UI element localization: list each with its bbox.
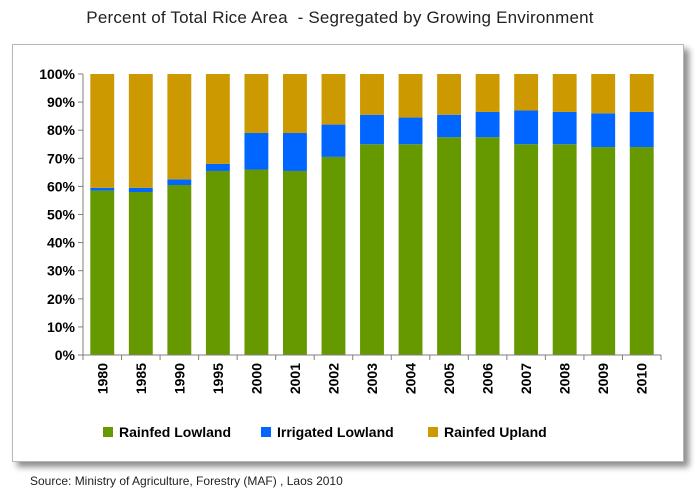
legend-swatch-rainfed-upland bbox=[428, 427, 438, 437]
bar-irrigated-lowland-1980 bbox=[90, 187, 115, 191]
y-axis: 0% 10% 20% 30% 40% 50% 60% 70% 80% 90% 100% bbox=[39, 66, 84, 363]
x-tick-label: 2006 bbox=[480, 363, 496, 394]
bar-rainfed-lowland-2008 bbox=[552, 144, 577, 355]
bar-rainfed-upland-2002 bbox=[321, 74, 346, 125]
bar-rainfed-upland-1985 bbox=[128, 74, 153, 188]
y-tick-label: 100% bbox=[39, 66, 75, 82]
bar-rainfed-upland-1995 bbox=[205, 74, 230, 164]
x-tick-label: 2007 bbox=[518, 363, 534, 394]
bar-rainfed-upland-2009 bbox=[591, 74, 616, 114]
x-tick-label: 1995 bbox=[210, 363, 226, 394]
legend-label-rainfed-lowland: Rainfed Lowland bbox=[119, 424, 231, 440]
bar-rainfed-lowland-1985 bbox=[128, 192, 153, 355]
bar-irrigated-lowland-1990 bbox=[167, 179, 192, 185]
legend-swatch-irrigated-lowland bbox=[261, 427, 271, 437]
y-tick-label: 10% bbox=[47, 319, 76, 335]
bar-irrigated-lowland-2000 bbox=[244, 133, 269, 170]
source-note: Source: Ministry of Agriculture, Forestr… bbox=[30, 474, 343, 488]
x-tick-label: 2008 bbox=[557, 363, 573, 394]
bar-rainfed-upland-2006 bbox=[475, 74, 500, 112]
x-tick-label: 2010 bbox=[634, 363, 650, 394]
legend-label-irrigated-lowland: Irrigated Lowland bbox=[277, 424, 394, 440]
x-tick-label: 2001 bbox=[287, 363, 303, 394]
bar-rainfed-lowland-2010 bbox=[629, 147, 654, 355]
x-tick-label: 2003 bbox=[364, 363, 380, 394]
bar-rainfed-lowland-2004 bbox=[398, 144, 423, 355]
bar-rainfed-lowland-2000 bbox=[244, 169, 269, 355]
bar-rainfed-lowland-2003 bbox=[360, 144, 384, 355]
chart-title: Percent of Total Rice Area - Segregated … bbox=[86, 8, 594, 27]
bar-rainfed-lowland-2001 bbox=[282, 170, 307, 355]
bar-rainfed-upland-2008 bbox=[552, 74, 577, 112]
bar-rainfed-upland-2005 bbox=[437, 74, 462, 115]
bar-rainfed-upland-1990 bbox=[167, 74, 192, 180]
x-tick-label: 2004 bbox=[403, 363, 419, 394]
bar-rainfed-lowland-2006 bbox=[475, 137, 500, 355]
bars bbox=[90, 74, 654, 355]
y-tick-label: 0% bbox=[55, 347, 76, 363]
bar-rainfed-upland-2010 bbox=[629, 74, 654, 112]
bar-irrigated-lowland-2005 bbox=[437, 114, 462, 138]
bar-irrigated-lowland-1985 bbox=[128, 187, 153, 193]
bar-rainfed-upland-2000 bbox=[244, 74, 269, 134]
y-tick-label: 30% bbox=[47, 263, 76, 279]
bar-rainfed-upland-2007 bbox=[514, 74, 539, 111]
bar-rainfed-lowland-1990 bbox=[167, 184, 192, 355]
bar-irrigated-lowland-2001 bbox=[282, 133, 307, 171]
bar-irrigated-lowland-1995 bbox=[205, 163, 230, 171]
bar-irrigated-lowland-2010 bbox=[629, 111, 654, 148]
y-tick-label: 20% bbox=[47, 291, 76, 307]
x-tick-label: 2002 bbox=[325, 363, 341, 394]
bar-rainfed-lowland-1980 bbox=[90, 190, 115, 355]
x-tick-label: 2009 bbox=[595, 363, 611, 394]
bar-irrigated-lowland-2002 bbox=[321, 124, 346, 157]
y-tick-label: 90% bbox=[47, 94, 76, 110]
bar-rainfed-lowland-2009 bbox=[591, 147, 616, 355]
bar-rainfed-lowland-2002 bbox=[321, 156, 346, 355]
x-axis: 1980 1985 1990 1995 2000 2001 2002 2003 2004 2005… bbox=[82, 354, 662, 394]
y-tick-label: 50% bbox=[47, 207, 76, 223]
x-tick-label: 1990 bbox=[171, 363, 187, 394]
bar-irrigated-lowland-2004 bbox=[398, 117, 423, 145]
x-tick-label: 2000 bbox=[248, 363, 264, 394]
bar-rainfed-lowland-2005 bbox=[437, 137, 462, 355]
x-tick-label: 1985 bbox=[133, 363, 149, 394]
y-tick-label: 40% bbox=[47, 235, 76, 251]
legend-label-rainfed-upland: Rainfed Upland bbox=[444, 424, 547, 440]
legend-swatch-rainfed-lowland bbox=[103, 427, 113, 437]
bar-irrigated-lowland-2003 bbox=[360, 114, 384, 145]
bar-rainfed-lowland-2007 bbox=[514, 144, 539, 355]
bar-rainfed-upland-2001 bbox=[282, 74, 307, 134]
bar-irrigated-lowland-2009 bbox=[591, 113, 616, 148]
chart-frame: 0% 10% 20% 30% 40% 50% 60% 70% 80% 90% 100% 1980 19… bbox=[12, 44, 684, 462]
bar-rainfed-upland-2003 bbox=[360, 74, 384, 115]
y-tick-label: 70% bbox=[47, 150, 76, 166]
y-tick-label: 80% bbox=[47, 122, 76, 138]
bar-rainfed-upland-2004 bbox=[398, 74, 423, 118]
bar-irrigated-lowland-2006 bbox=[475, 111, 500, 138]
bar-rainfed-upland-1980 bbox=[90, 74, 115, 188]
bar-irrigated-lowland-2007 bbox=[514, 110, 539, 145]
bar-irrigated-lowland-2008 bbox=[552, 111, 577, 145]
stacked-bar-chart: 0%10%20%30%40%50%60%70%80%90%100% 1980 19… bbox=[39, 66, 662, 440]
legend: Rainfed Lowland Irrigated Lowland Rainfed … bbox=[103, 424, 547, 440]
x-tick-label: 2005 bbox=[441, 363, 457, 394]
bar-rainfed-lowland-1995 bbox=[205, 170, 230, 355]
x-tick-label: 1980 bbox=[94, 363, 110, 394]
y-tick-label: 60% bbox=[47, 178, 76, 194]
